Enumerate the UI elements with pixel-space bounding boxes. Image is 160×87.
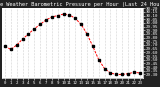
Title: Milwaukee Weather Barometric Pressure per Hour (Last 24 Hours): Milwaukee Weather Barometric Pressure pe…: [0, 2, 160, 7]
